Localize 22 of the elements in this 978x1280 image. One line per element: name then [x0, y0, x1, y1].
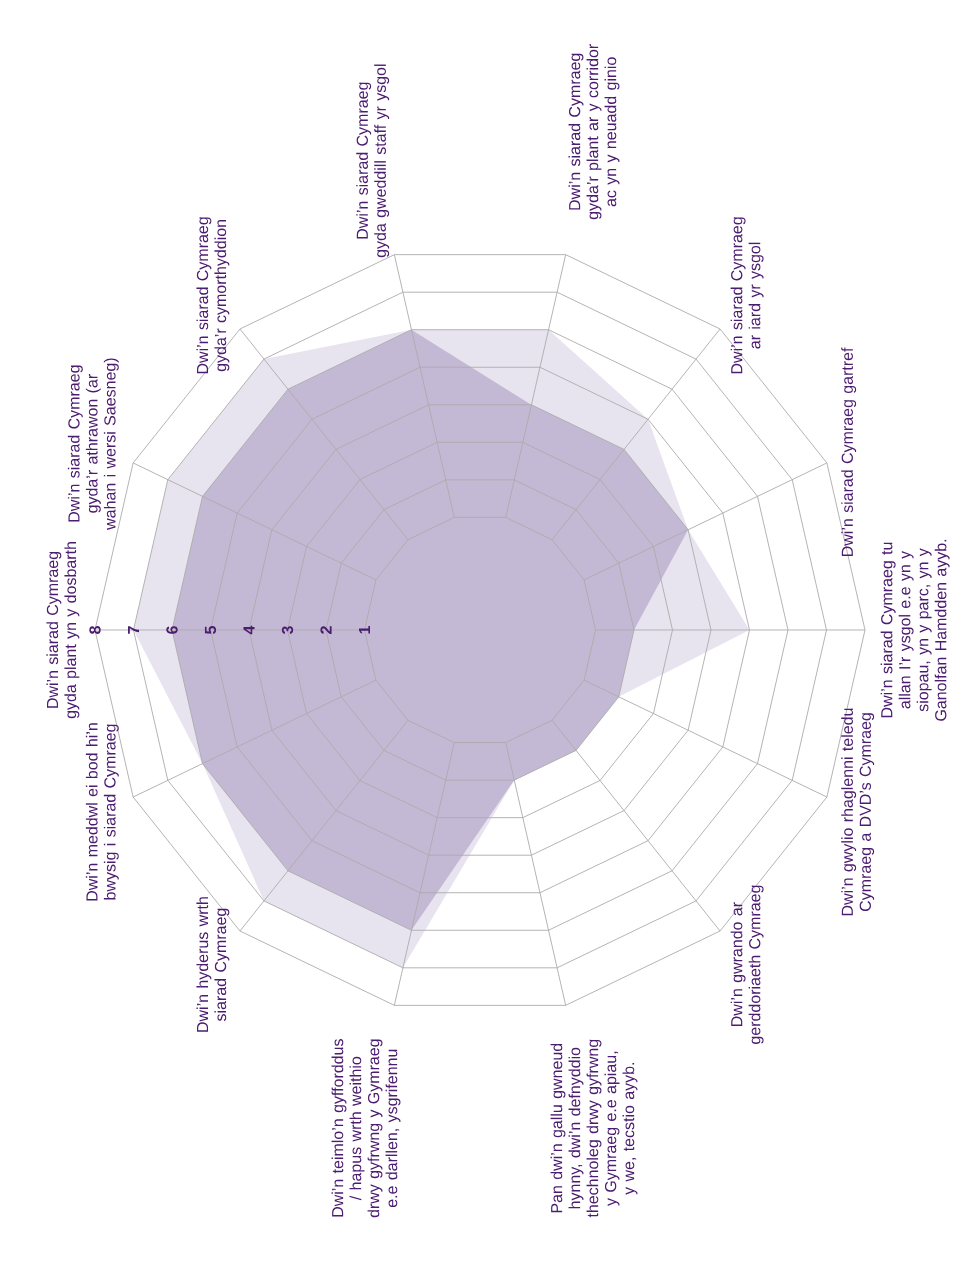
y-tick-label: 7 — [127, 626, 139, 634]
spoke-label: Dwi’n siarad Cymraeg ar iard yr ysgol — [730, 217, 764, 374]
y-tick-label: 3 — [281, 626, 294, 635]
y-tick-label: 6 — [166, 626, 178, 634]
y-tick-label: 2 — [320, 626, 332, 634]
spoke-label: Dwi’n siarad Cymraeg gyda’r cymorthyddion — [196, 217, 230, 374]
spoke-label: Dwi’n siarad Cymraeg gartref — [841, 347, 857, 556]
spoke-label: Dwi’n siarad Cymraeg gyda plant yn y dosbarth — [46, 542, 80, 719]
spoke-label: Dwi’n siarad Cymraeg gyda gweddill staff yr ysgol — [356, 64, 390, 258]
spoke-label: Dwi’n siarad Cymraeg tu allan I’r ysgol e.e yn y siopau, yn y parc, yn y Ganolfan Hamdden ayyb. — [880, 539, 950, 721]
spoke-label: Pan dwi’n gallu gwneud hynny, dwi’n defnyddio thechnoleg drwy gyfrwng y Gymraeg e.e apiau, y we, tecstio ayyb. — [550, 1039, 638, 1218]
y-tick-label: 4 — [243, 625, 255, 635]
y-tick-label: 8 — [89, 626, 101, 634]
y-tick-label: 5 — [204, 625, 217, 634]
spoke-label: Dwi’n gwrando ar gerddoriaeth Cymraeg — [730, 885, 764, 1044]
spoke-label: Dwi’n siarad Cymraeg gyda’r athrawon (ar wahan i wersi Saesneg) — [67, 358, 119, 530]
spoke-label: Dwi’n hyderus wrth siarad Cymraeg — [196, 897, 230, 1032]
spoke-label: Dwi’n gwylio rhaglenni teledu Cymraeg a DVD’s Cymraeg — [841, 708, 875, 916]
spoke-label: Dwi’n siarad Cymraeg gyda’r plant ar y corridor ac yn y neuadd ginio — [568, 44, 620, 220]
spoke-label: Dwi’n teimlo’n gyfforddus / hapus wrth weithio drwy gyfrwng y Gymraeg e.e darllen, ysgrifennu — [331, 1039, 401, 1218]
y-tick-label: 1 — [359, 625, 371, 634]
spoke-label: Dwi’n meddwl ei bod hi’n bwysig i siarad Cymraeg — [85, 723, 119, 901]
